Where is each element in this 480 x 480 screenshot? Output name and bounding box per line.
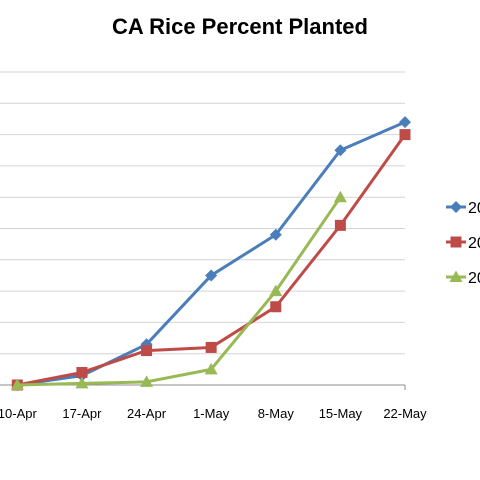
data-point [449, 270, 463, 282]
data-point [334, 219, 346, 231]
legend-label: 20 [468, 200, 480, 217]
gridlines [0, 71, 405, 386]
legend-label: 20 [468, 270, 480, 287]
data-point [10, 378, 24, 390]
x-tick-label: 1-May [193, 406, 230, 421]
legend: 20 20 20 [446, 200, 480, 287]
series-line [17, 196, 342, 387]
data-point [205, 341, 217, 353]
data-point [450, 201, 462, 213]
data-point [75, 376, 89, 389]
data-point [399, 129, 411, 141]
axes [0, 384, 406, 390]
data-point [399, 116, 411, 129]
data-point [204, 362, 218, 375]
x-tick-label: 15-May [319, 406, 363, 421]
data-point [333, 190, 347, 203]
chart-title: CA Rice Percent Planted [112, 14, 368, 39]
x-tick-label: 24-Apr [127, 406, 167, 421]
x-tick-label: 22-May [383, 406, 427, 421]
x-tick-label: 8-May [258, 406, 295, 421]
data-point [270, 301, 282, 313]
series-layer [10, 116, 411, 391]
legend-item: 20 [446, 270, 480, 287]
data-point [269, 284, 283, 297]
series-3 [10, 190, 347, 390]
data-point [140, 375, 154, 387]
data-point [334, 144, 347, 157]
legend-label: 20 [468, 235, 480, 252]
x-tick-labels: 10-Apr 17-Apr 24-Apr 1-May 8-May 15-May 22-May [0, 406, 427, 421]
x-tick-label: 10-Apr [0, 406, 37, 421]
data-point [269, 228, 282, 241]
data-point [141, 345, 153, 357]
legend-item: 20 [446, 200, 480, 217]
x-tick-label: 17-Apr [62, 406, 102, 421]
data-point [450, 236, 462, 248]
data-point [76, 366, 88, 378]
data-point [205, 269, 218, 282]
legend-item: 20 [446, 235, 480, 252]
